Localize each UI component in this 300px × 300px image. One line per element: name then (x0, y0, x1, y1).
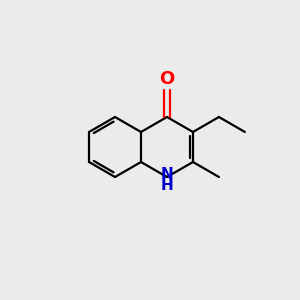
Text: H: H (160, 178, 173, 193)
Text: O: O (159, 70, 175, 88)
Text: N: N (160, 167, 173, 182)
